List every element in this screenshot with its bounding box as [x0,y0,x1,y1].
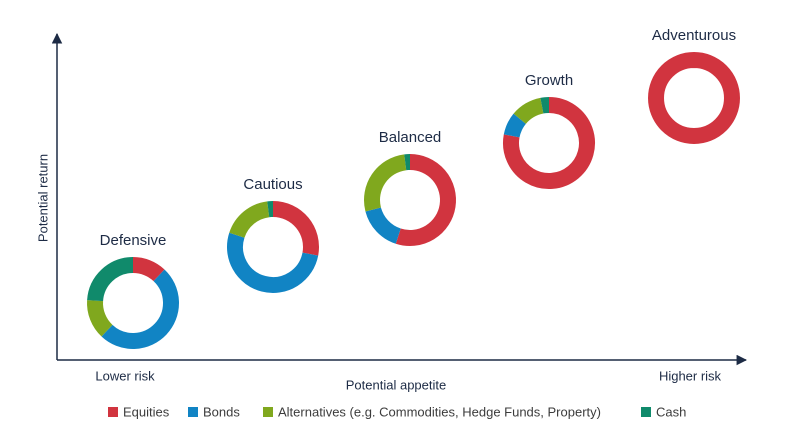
donut-segment [513,97,544,125]
donut-segment [503,113,527,138]
portfolio-label: Cautious [243,176,302,193]
portfolio-label: Defensive [100,232,167,249]
donut-segment [227,232,319,293]
legend-label: Equities [123,404,170,419]
portfolio-label: Adventurous [652,27,736,44]
donut-segment [648,52,740,145]
donut-segment [365,206,402,244]
x-left-label: Lower risk [95,368,155,383]
donut-segment [87,300,113,337]
x-axis-label: Potential appetite [346,377,446,392]
legend-label: Alternatives (e.g. Commodities, Hedge Fu… [278,404,601,419]
x-right-label: Higher risk [659,368,722,383]
portfolio-label: Growth [525,72,573,89]
legend-swatch [641,407,651,417]
donut-segment [87,257,134,302]
donut-segment [540,97,550,114]
legend-swatch [108,407,118,417]
legend-label: Bonds [203,404,240,419]
legend-swatch [188,407,198,417]
donut-segment [272,201,319,256]
y-axis-label: Potential return [35,154,50,242]
donut-segment [364,154,407,212]
donut-segment [229,201,270,239]
legend-label: Cash [656,404,686,419]
legend-swatch [263,407,273,417]
donut-segment [101,269,179,349]
donut-segment [132,257,165,282]
portfolio-label: Balanced [379,129,442,146]
donut-segment [395,154,456,246]
donut-segment [503,97,595,189]
